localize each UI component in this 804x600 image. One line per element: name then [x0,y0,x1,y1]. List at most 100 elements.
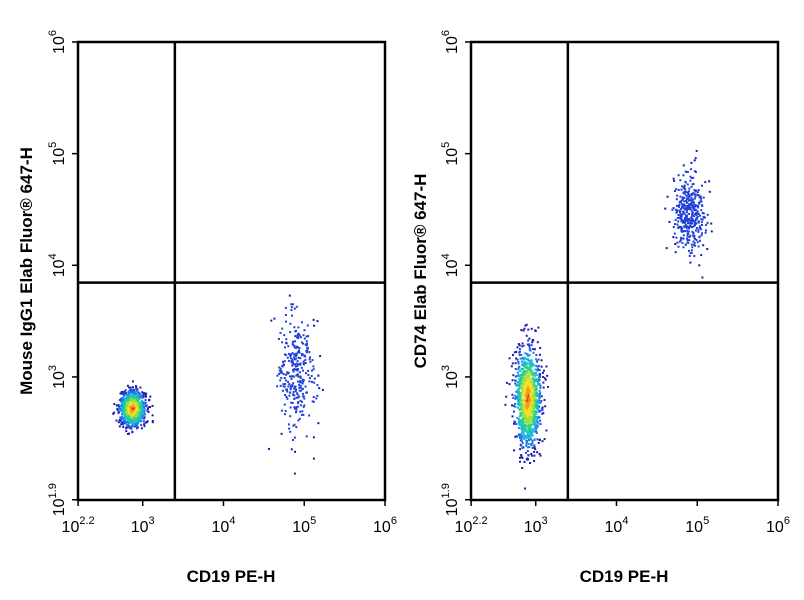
data-point [120,397,123,400]
data-point [296,334,299,337]
data-point [693,159,696,162]
data-point [691,214,694,217]
data-point [506,381,508,384]
data-point [300,354,303,357]
data-point [524,487,526,490]
data-point [284,373,287,376]
data-point [692,201,695,204]
data-point [520,381,523,384]
data-point [117,404,120,406]
data-point [682,237,685,240]
data-point [519,448,522,451]
data-point [533,377,536,380]
data-point [290,354,293,356]
data-point [517,397,519,400]
data-point [533,383,536,386]
data-point [297,351,300,354]
data-point [292,382,295,385]
data-point [519,395,522,398]
data-point [524,419,527,422]
data-point [528,418,530,421]
data-point [304,362,307,364]
data-point [536,438,539,441]
data-point [134,402,137,405]
data-point [520,455,523,458]
data-point [287,385,290,388]
data-point [281,389,284,392]
data-point [136,420,139,423]
plot-left: 102.2 103 104 105 106 101.9 103 104 105 106 CD19… [17,30,397,586]
data-point [145,404,148,407]
data-point [690,209,693,212]
data-point [290,401,293,404]
data-point [524,451,527,454]
data-point [119,408,122,411]
data-point [131,430,134,433]
data-point [284,394,287,396]
data-point [289,406,292,409]
data-point [305,372,307,375]
data-point [531,433,534,436]
data-point [136,413,139,415]
data-point [312,318,315,321]
data-point [289,415,292,418]
data-point [699,214,702,217]
data-point [303,363,305,366]
data-point [708,180,711,183]
data-point [532,385,535,388]
data-point [530,327,533,330]
data-point [690,177,693,179]
data-point [292,344,295,347]
data-point [684,219,687,222]
data-point [530,374,533,377]
data-point [504,403,507,406]
data-point [143,417,146,420]
data-point [302,413,305,416]
data-point [291,343,294,346]
data-point [291,341,294,344]
data-point [521,425,524,428]
data-point [534,448,537,451]
data-point [311,380,313,383]
data-point [518,350,521,353]
data-point [694,220,697,222]
data-point [524,378,527,381]
data-point [535,416,538,419]
data-point [710,222,713,225]
data-point [119,419,122,422]
data-point [296,368,299,371]
data-point [511,362,514,365]
data-point [688,195,691,198]
data-point [524,430,527,433]
data-point [283,334,286,337]
data-point [312,436,315,439]
data-point [528,347,531,350]
data-point [687,199,690,202]
y-tick-label: 104 [440,253,461,277]
data-point [527,405,530,408]
data-point [528,421,531,424]
data-point [286,371,289,374]
data-point [687,225,689,228]
data-point [697,189,700,192]
data-point [521,364,524,367]
data-point [285,354,288,357]
data-point [521,395,524,398]
data-point [672,226,675,228]
data-point [529,378,532,381]
data-point [301,388,304,391]
data-point [527,374,530,377]
data-point [519,413,522,416]
data-point [674,190,676,192]
data-point [688,187,691,190]
data-point [547,385,549,388]
data-point [134,397,137,400]
data-point [130,398,133,400]
data-point [686,204,689,207]
data-point [702,212,705,215]
data-point [292,368,294,371]
data-point [127,396,129,399]
data-point [525,334,528,337]
data-point [514,421,517,424]
data-point [534,405,537,407]
